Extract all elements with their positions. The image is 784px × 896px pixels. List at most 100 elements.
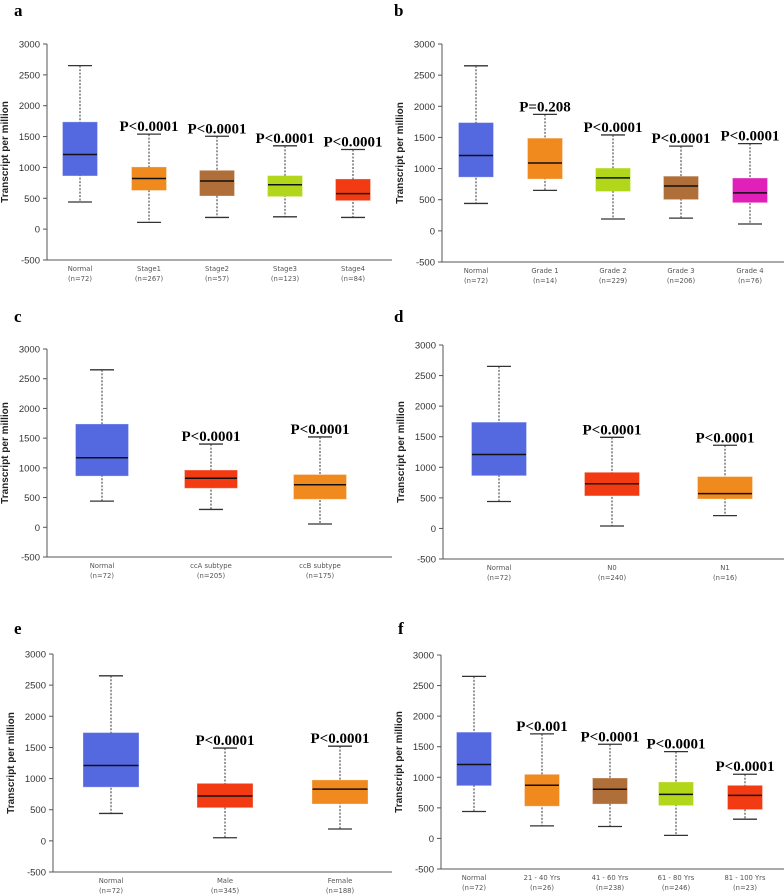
box-normal: Normal (n=72) xyxy=(456,675,492,892)
box-normal: Normal (n=72) xyxy=(75,369,129,580)
y-tick-label: -500 xyxy=(27,868,46,879)
category-label: Normal xyxy=(464,267,489,275)
category-label: Female xyxy=(328,877,353,885)
category-n-label: (n=72) xyxy=(68,275,92,283)
box-iqr xyxy=(592,778,628,805)
y-tick-label: 1500 xyxy=(413,742,434,753)
y-tick-label: 1500 xyxy=(414,133,435,144)
category-n-label: (n=57) xyxy=(205,275,229,283)
box-normal: Normal (n=72) xyxy=(62,64,98,283)
p-value-label: P<0.0001 xyxy=(196,733,255,749)
box-grade-2: P<0.0001 Grade 2 (n=229) xyxy=(584,120,643,285)
y-tick-label: -500 xyxy=(415,865,434,876)
p-value-label: P<0.0001 xyxy=(584,120,643,136)
box-stage4: P<0.0001 Stage4 (n=84) xyxy=(324,135,383,283)
y-tick-label: 500 xyxy=(420,493,436,504)
box-iqr xyxy=(293,474,347,500)
y-tick-label: 0 xyxy=(41,836,46,847)
panel-letter: d xyxy=(394,307,404,326)
y-tick-label: 1000 xyxy=(413,773,434,784)
box-41---60-yrs: P<0.0001 41 - 60 Yrs (n=238) xyxy=(581,729,640,892)
p-value-label: P<0.001 xyxy=(516,719,567,735)
box-iqr xyxy=(267,175,303,197)
box-iqr xyxy=(697,476,753,499)
p-value-label: P<0.0001 xyxy=(120,119,179,135)
box-normal: Normal (n=72) xyxy=(83,675,139,895)
p-value-label: P<0.0001 xyxy=(716,759,775,775)
box-stage3: P<0.0001 Stage3 (n=123) xyxy=(256,131,315,283)
category-n-label: (n=188) xyxy=(326,887,355,895)
y-tick-label: 0 xyxy=(431,524,436,535)
box-iqr xyxy=(663,176,699,200)
panel-e: e 3000 2500 2000 1500 1000 500 0 -500 Transcript … xyxy=(6,619,392,895)
category-n-label: (n=72) xyxy=(462,884,486,892)
y-tick-label: 0 xyxy=(430,226,435,237)
y-tick-label: 3000 xyxy=(414,40,435,51)
y-tick-label: 2000 xyxy=(19,404,40,415)
box-iqr xyxy=(471,422,527,476)
category-n-label: (n=238) xyxy=(596,884,625,892)
y-tick-label: 2500 xyxy=(413,681,434,692)
box-iqr xyxy=(456,732,492,786)
y-tick-label: 2000 xyxy=(414,102,435,113)
category-label: Grade 3 xyxy=(667,267,694,275)
box-iqr xyxy=(75,423,129,477)
box-iqr xyxy=(62,121,98,176)
p-value-label: P<0.0001 xyxy=(311,731,370,747)
p-value-label: P<0.0001 xyxy=(581,729,640,745)
category-n-label: (n=175) xyxy=(306,572,335,580)
category-label: Normal xyxy=(99,877,124,885)
y-tick-label: 1000 xyxy=(414,164,435,175)
y-axis-label: Transcript per million xyxy=(395,102,406,204)
category-label: Male xyxy=(217,877,233,885)
box-iqr xyxy=(458,122,494,178)
p-value-label: P<0.0001 xyxy=(291,422,350,438)
y-tick-label: 2500 xyxy=(414,71,435,82)
category-label: Stage4 xyxy=(341,265,365,273)
y-tick-label: 1500 xyxy=(25,743,46,754)
category-label: 81 - 100 Yrs xyxy=(724,874,766,882)
y-axis-label: Transcript per million xyxy=(6,712,17,814)
y-tick-label: 2500 xyxy=(19,374,40,385)
y-tick-label: 3000 xyxy=(413,651,434,662)
category-n-label: (n=14) xyxy=(533,277,557,285)
box-grade-4: P<0.0001 Grade 4 (n=76) xyxy=(721,129,780,285)
y-tick-label: -500 xyxy=(21,256,40,267)
y-tick-label: 1500 xyxy=(415,432,436,443)
y-tick-label: 2000 xyxy=(19,101,40,112)
category-label: ccA subtype xyxy=(190,562,232,570)
box-iqr xyxy=(732,178,768,203)
box-stage1: P<0.0001 Stage1 (n=267) xyxy=(120,119,179,283)
y-tick-label: 1000 xyxy=(25,774,46,785)
category-n-label: (n=229) xyxy=(599,277,628,285)
p-value-label: P<0.0001 xyxy=(583,422,642,438)
y-axis-label: Transcript per million xyxy=(394,711,405,813)
p-value-label: P<0.0001 xyxy=(652,131,711,147)
panel-c: c 3000 2500 2000 1500 1000 500 0 -500 Transcript … xyxy=(0,307,392,580)
category-n-label: (n=16) xyxy=(713,574,737,582)
box-male: P<0.0001 Male (n=345) xyxy=(196,733,255,895)
category-n-label: (n=84) xyxy=(341,275,365,283)
y-tick-label: 2500 xyxy=(415,371,436,382)
panel-letter: e xyxy=(14,619,22,638)
p-value-label: P<0.0001 xyxy=(721,129,780,145)
category-n-label: (n=205) xyxy=(197,572,226,580)
category-label: ccB subtype xyxy=(299,562,341,570)
y-tick-label: 3000 xyxy=(19,40,40,51)
y-tick-label: 2500 xyxy=(25,681,46,692)
box-n1: P<0.0001 N1 (n=16) xyxy=(696,430,755,582)
box-cca-subtype: P<0.0001 ccA subtype (n=205) xyxy=(182,429,241,580)
category-n-label: (n=345) xyxy=(211,887,240,895)
y-tick-label: -500 xyxy=(21,553,40,564)
box-61---80-yrs: P<0.0001 61 - 80 Yrs (n=246) xyxy=(647,737,706,892)
category-label: Normal xyxy=(462,874,487,882)
category-n-label: (n=72) xyxy=(464,277,488,285)
p-value-label: P<0.0001 xyxy=(182,429,241,445)
box-iqr xyxy=(527,138,563,180)
box-iqr xyxy=(199,170,235,197)
y-tick-label: 1000 xyxy=(415,463,436,474)
category-label: 21 - 40 Yrs xyxy=(524,874,561,882)
box-iqr xyxy=(184,470,238,489)
y-tick-label: 0 xyxy=(35,523,40,534)
